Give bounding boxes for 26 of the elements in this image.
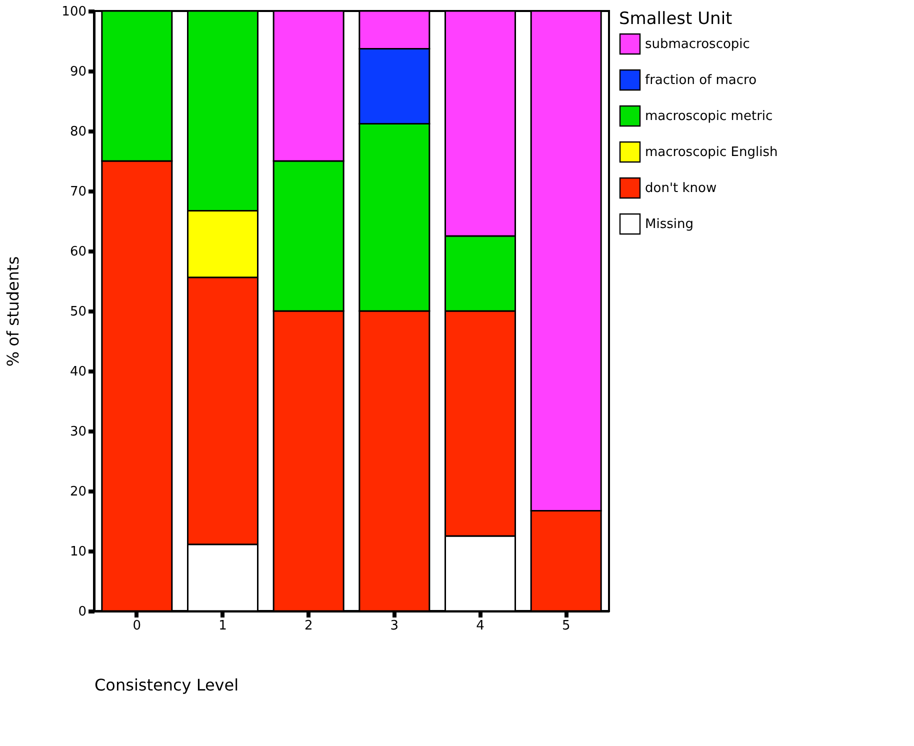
y-tick-label: 80 [70, 124, 86, 140]
y-tick-label: 0 [78, 604, 86, 620]
y-tick-label: 30 [70, 424, 86, 440]
y-axis-title: % of students [4, 256, 23, 367]
y-tick-label: 90 [70, 64, 86, 80]
legend-label: Missing [645, 217, 694, 232]
legend-title: Smallest Unit [619, 9, 733, 29]
legend-label: macroscopic metric [645, 109, 773, 124]
legend-label: fraction of macro [645, 73, 757, 88]
legend-label: don't know [645, 181, 717, 196]
x-tick-label: 5 [562, 618, 570, 634]
y-tick-label: 60 [70, 244, 86, 260]
x-tick-label: 2 [304, 618, 313, 634]
y-tick-label: 10 [70, 544, 86, 560]
legend-label: macroscopic English [645, 145, 778, 160]
x-tick-label: 4 [476, 618, 484, 634]
x-tick-label: 3 [390, 618, 399, 634]
x-axis-title: Consistency Level [94, 676, 239, 694]
x-tick-label: 0 [132, 618, 142, 634]
y-tick-label: 50 [70, 304, 86, 320]
y-tick-label: 100 [62, 4, 86, 20]
y-tick-label: 40 [70, 364, 86, 380]
legend-label: submacroscopic [645, 37, 750, 52]
y-tick-label: 20 [70, 484, 86, 500]
x-tick-label: 1 [218, 618, 227, 634]
y-tick-label: 70 [70, 184, 86, 200]
